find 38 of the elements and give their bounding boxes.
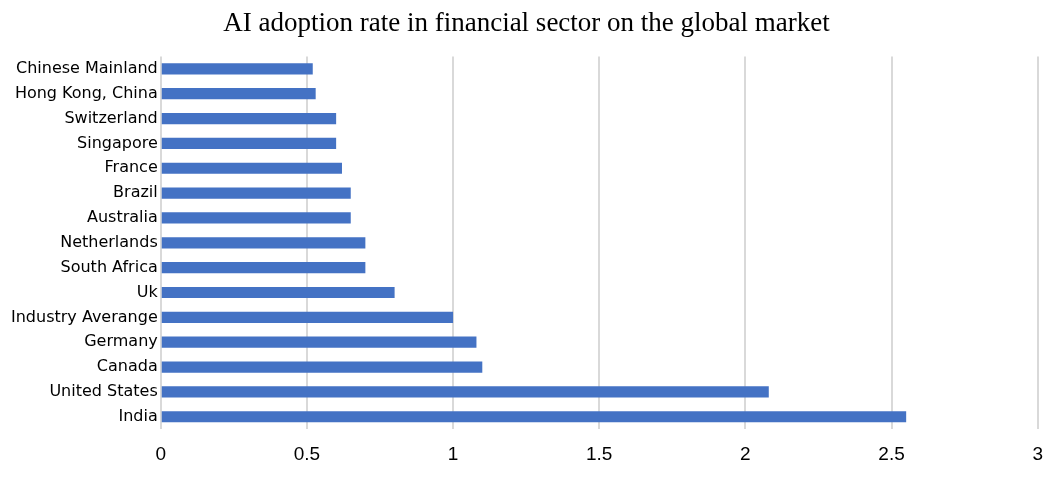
bar <box>161 286 395 299</box>
y-tick-label: Chinese Mainland <box>15 57 158 77</box>
y-tick-label: Switzerland <box>64 107 158 127</box>
y-tick-label: India <box>118 405 158 425</box>
y-tick-label: Germany <box>84 331 158 351</box>
y-tick-label: Singapore <box>77 132 158 152</box>
y-tick-label: United States <box>49 381 158 401</box>
x-tick-label: 2 <box>740 442 751 464</box>
x-tick-label: 1.5 <box>586 442 613 464</box>
y-tick-label: Australia <box>86 207 158 227</box>
y-tick-label: France <box>104 157 158 177</box>
bar <box>161 88 316 100</box>
bar <box>161 262 366 274</box>
bar <box>161 411 907 423</box>
chart-title: AI adoption rate in financial sector on the global market <box>223 7 831 38</box>
bar <box>161 187 351 199</box>
bar <box>161 162 342 174</box>
bar <box>161 237 366 249</box>
x-tick-label: 0.5 <box>293 442 321 464</box>
bar <box>161 311 454 323</box>
y-tick-label: Uk <box>136 281 159 301</box>
bar <box>161 137 337 149</box>
y-tick-label: Canada <box>96 356 158 376</box>
bar <box>161 63 313 75</box>
y-tick-label: South Africa <box>60 256 158 276</box>
bar <box>161 336 477 348</box>
x-tick-label: 1 <box>447 442 459 464</box>
x-tick-label: 0 <box>155 442 167 464</box>
y-tick-label: Netherlands <box>60 231 158 251</box>
bar <box>161 386 769 398</box>
x-tick-label: 3 <box>1032 442 1044 464</box>
bar <box>161 112 337 125</box>
y-tick-label: Hong Kong, China <box>14 82 158 102</box>
bar <box>161 361 483 373</box>
bar <box>161 212 351 224</box>
y-tick-label: Brazil <box>113 182 158 202</box>
y-tick-label: Industry Averange <box>10 306 158 326</box>
x-tick-label: 2.5 <box>878 442 905 464</box>
